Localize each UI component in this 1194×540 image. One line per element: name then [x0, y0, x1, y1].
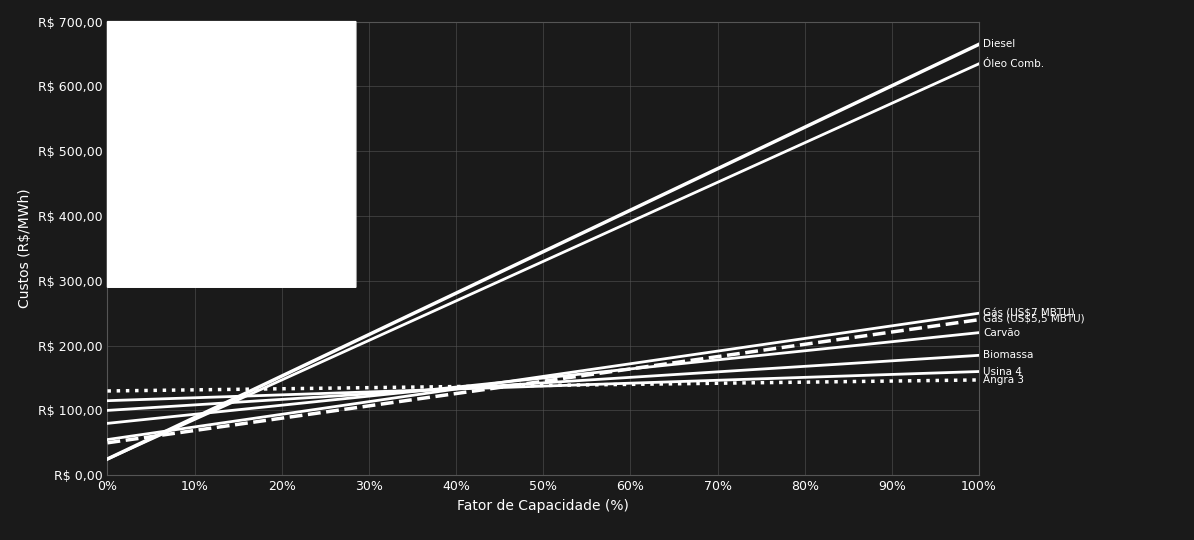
Text: Gás (US$5,5 MBTU): Gás (US$5,5 MBTU) [984, 315, 1085, 325]
FancyBboxPatch shape [107, 22, 356, 287]
X-axis label: Fator de Capacidade (%): Fator de Capacidade (%) [457, 498, 629, 512]
Text: Usina 4: Usina 4 [984, 367, 1022, 376]
Text: Gás (US$7 MBTU): Gás (US$7 MBTU) [984, 308, 1075, 318]
Text: Carvão: Carvão [984, 328, 1021, 338]
Y-axis label: Custos (R$/MWh): Custos (R$/MWh) [18, 188, 32, 308]
Text: Angra 3: Angra 3 [984, 375, 1024, 385]
Text: Óleo Comb.: Óleo Comb. [984, 59, 1045, 69]
Text: Diesel: Diesel [984, 39, 1016, 49]
Text: Biomassa: Biomassa [984, 350, 1034, 360]
